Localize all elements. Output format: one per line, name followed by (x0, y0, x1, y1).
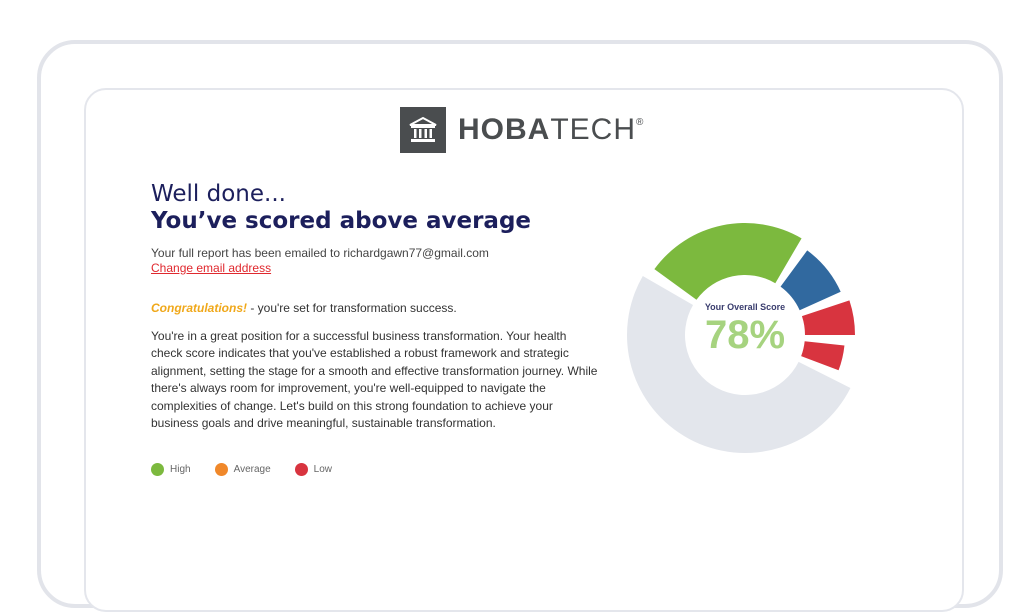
legend-low: Low (294, 463, 333, 476)
heading-line2: You’ve scored above average (151, 208, 532, 234)
legend-average: Average (214, 463, 271, 476)
legend-label: Average (233, 464, 271, 475)
email-notice: Your full report has been emailed to ric… (151, 246, 489, 260)
legend-dot-low (294, 463, 308, 476)
donut-segment-5 (627, 276, 851, 453)
congrats-line: Congratulations! - you're set for transf… (151, 301, 457, 315)
result-description: You're in a great position for a success… (151, 329, 598, 431)
registered-mark: ® (636, 117, 645, 128)
legend-label: High (170, 464, 191, 475)
legend-dot-high (151, 463, 164, 476)
score-label: Your Overall Score (704, 302, 786, 312)
change-email-link[interactable]: Change email address (151, 261, 272, 275)
logo-text-light: TECH (550, 113, 637, 146)
congrats-rest: - you're set for transformation success. (247, 301, 457, 315)
legend-label: Low (313, 464, 333, 475)
congrats-highlight: Congratulations! (151, 301, 247, 315)
donut-segment-3 (801, 300, 855, 335)
donut-segment-4 (801, 341, 845, 371)
logo-text-bold: HOBA (458, 113, 551, 146)
bank-building-icon (400, 107, 446, 153)
hobatech-logo: HOBATECH® (400, 107, 644, 153)
legend-dot-average (214, 463, 228, 476)
donut-segment-1 (654, 223, 802, 300)
legend-high: High (151, 463, 191, 476)
donut-segment-2 (780, 250, 841, 311)
score-value: 78% (704, 313, 786, 357)
legend: High Average Low (151, 463, 332, 476)
heading-line1: Well done... (151, 181, 286, 207)
score-donut-chart (627, 223, 855, 453)
